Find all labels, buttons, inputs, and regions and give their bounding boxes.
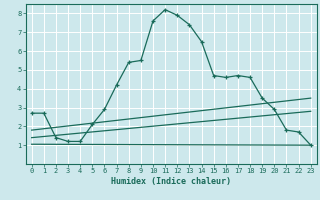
- X-axis label: Humidex (Indice chaleur): Humidex (Indice chaleur): [111, 177, 231, 186]
